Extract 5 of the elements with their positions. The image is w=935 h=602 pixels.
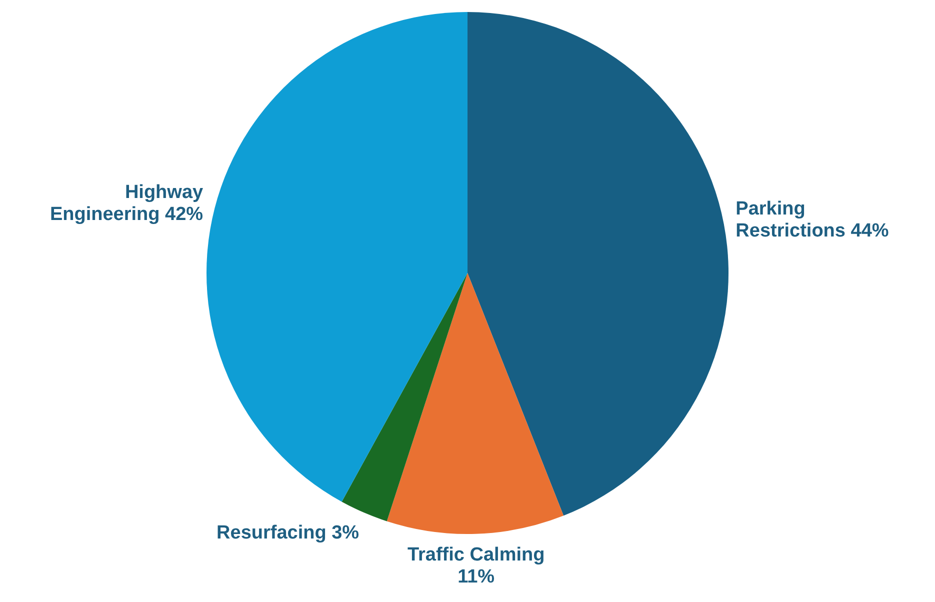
slice-label: Traffic Calming [407,544,545,566]
slice-label: Highway Engineering 42% [50,182,204,225]
slice-label: Resurfacing 3% [216,522,360,544]
data-label: 11% [458,566,495,588]
slice-label: Parking Restrictions 44% [736,198,889,242]
